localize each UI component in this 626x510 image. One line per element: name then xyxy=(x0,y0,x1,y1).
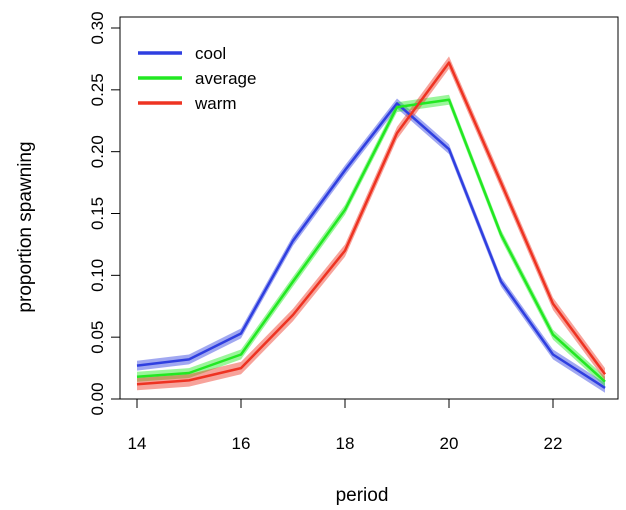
x-axis-title: period xyxy=(336,485,389,506)
y-tick-label: 0.25 xyxy=(88,73,107,106)
x-tick-label: 20 xyxy=(440,434,459,453)
legend-label-cool: cool xyxy=(195,44,226,63)
legend: cool average warm xyxy=(138,44,256,113)
x-tick-label: 16 xyxy=(232,434,251,453)
line-cool xyxy=(136,102,606,389)
y-axis: 0.00 0.05 0.10 0.15 0.20 0.25 0.30 xyxy=(88,11,121,416)
band-cool xyxy=(137,98,605,393)
x-tick-label: 18 xyxy=(336,434,355,453)
legend-label-average: average xyxy=(195,69,256,88)
line-average xyxy=(136,98,606,383)
y-tick-label: 0.05 xyxy=(88,321,107,354)
confidence-bands xyxy=(137,56,605,393)
y-tick-label: 0.10 xyxy=(88,259,107,292)
x-tick-label: 22 xyxy=(544,434,563,453)
y-tick-label: 0.15 xyxy=(88,197,107,230)
series-lines xyxy=(136,61,607,389)
y-tick-label: 0.30 xyxy=(88,11,107,44)
line-warm xyxy=(136,61,607,386)
y-tick-label: 0.00 xyxy=(88,382,107,415)
legend-label-warm: warm xyxy=(194,94,237,113)
x-axis: 14 16 18 20 22 xyxy=(128,398,563,453)
y-tick-label: 0.20 xyxy=(88,135,107,168)
x-tick-label: 14 xyxy=(128,434,147,453)
y-axis-title: proportion spawning xyxy=(15,141,36,312)
